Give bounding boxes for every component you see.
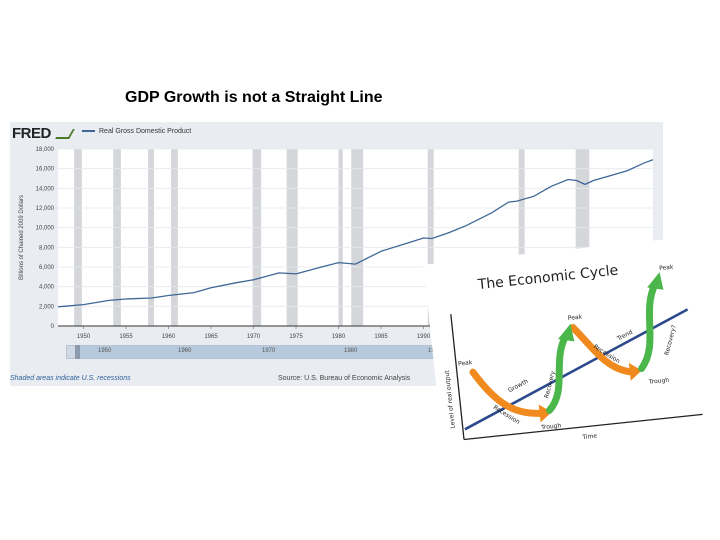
growth-arrow-1 xyxy=(545,332,570,414)
slider-label: 1950 xyxy=(98,348,112,354)
slide-title: GDP Growth is not a Straight Line xyxy=(125,89,383,106)
y-tick-label: 10,000 xyxy=(36,226,55,232)
growth-arrow-2-head xyxy=(647,272,664,290)
recession-band xyxy=(427,149,434,326)
y-tick-label: 6,000 xyxy=(39,265,55,271)
legend-line-swatch xyxy=(82,130,95,133)
slider-label: 1970 xyxy=(262,348,276,354)
slider-left-handle[interactable] xyxy=(75,345,80,359)
y-tick-label: 18,000 xyxy=(36,147,55,153)
cycle-y-label: Level of real output xyxy=(444,369,457,429)
fred-logo: FRED xyxy=(12,125,51,142)
x-tick-label: 1975 xyxy=(289,334,303,340)
cycle-label: Peak xyxy=(458,359,473,368)
cycle-label: Trough xyxy=(648,377,670,386)
chart-legend: Real Gross Domestic Product xyxy=(82,128,191,135)
y-tick-label: 8,000 xyxy=(39,245,55,251)
recession-band xyxy=(148,149,155,326)
y-tick-label: 0 xyxy=(51,324,55,330)
recession-arrow-2-head xyxy=(628,362,642,381)
recession-band xyxy=(171,149,178,326)
legend-label: Real Gross Domestic Product xyxy=(99,128,192,135)
y-axis-label: Billions of Chained 2009 Dollars xyxy=(19,195,25,280)
y-tick-label: 4,000 xyxy=(39,285,55,291)
x-tick-label: 1955 xyxy=(119,334,133,340)
recession-band xyxy=(518,149,525,326)
x-tick-label: 1950 xyxy=(77,334,91,340)
gdp-line-chart: 0 2,000 4,000 6,000 8,000 10,000 12,000 14,000 1… xyxy=(19,147,654,340)
slider-label: 1980 xyxy=(344,348,358,354)
cycle-label: Peak xyxy=(568,313,583,322)
recession-arrow-1-head xyxy=(538,404,552,423)
x-tick-label: 1965 xyxy=(204,334,218,340)
slider-label: 1960 xyxy=(178,348,192,354)
x-tick-label: 1960 xyxy=(162,334,176,340)
data-source-note: Source: U.S. Bureau of Economic Analysis xyxy=(278,375,411,382)
recession-band xyxy=(286,149,298,326)
recession-shading-note: Shaded areas indicate U.S. recessions xyxy=(10,375,131,382)
recession-band xyxy=(113,149,121,326)
cycle-x-axis xyxy=(463,413,703,441)
x-tick-label: 1980 xyxy=(332,334,346,340)
cycle-label: Recovery? xyxy=(663,324,677,356)
recession-band xyxy=(351,149,364,326)
x-tick-label: 1990 xyxy=(417,334,431,340)
recession-arrow-1 xyxy=(469,368,544,417)
growth-arrow-2 xyxy=(638,281,659,373)
cycle-title: The Economic Cycle xyxy=(476,262,619,293)
y-tick-label: 16,000 xyxy=(36,167,55,173)
cycle-label: Peak xyxy=(659,264,674,273)
y-tick-label: 14,000 xyxy=(36,186,55,192)
cycle-label: Trough xyxy=(540,422,562,431)
recession-arrow-2 xyxy=(569,323,634,376)
x-tick-label: 1985 xyxy=(374,334,388,340)
recession-band xyxy=(74,149,82,326)
recession-band xyxy=(252,149,262,326)
economic-cycle-card: The Economic Cycle Peak Peak Peak Trend … xyxy=(423,236,715,460)
cycle-x-label: Time xyxy=(581,433,598,442)
cycle-y-axis xyxy=(450,314,465,440)
y-tick-label: 12,000 xyxy=(36,206,55,212)
y-tick-label: 2,000 xyxy=(39,304,55,310)
gdp-series-line xyxy=(57,159,654,308)
growth-arrow-1-head xyxy=(558,323,575,342)
recession-band xyxy=(338,149,343,326)
cycle-label: Growth xyxy=(507,378,530,394)
economic-cycle-diagram: The Economic Cycle Peak Peak Peak Trend … xyxy=(444,262,703,442)
x-tick-label: 1970 xyxy=(247,334,261,340)
